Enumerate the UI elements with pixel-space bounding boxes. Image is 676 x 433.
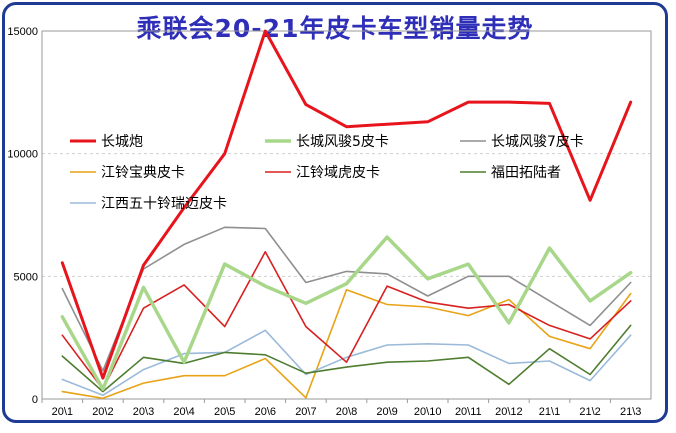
line-chart: 0 5000 10000 15000 20\1 20\2 20\3 20\4 20\5 20\6 2… [7,26,652,418]
x-tick-label: 20\6 [255,406,276,418]
series-line [61,288,632,400]
y-tick-label: 0 [32,394,38,406]
x-tick-label: 20\11 [455,406,482,418]
x-tick-label: 20\4 [173,406,194,418]
y-tick-label: 15000 [7,26,38,38]
series-line [60,235,633,391]
legend-label: 江铃宝典皮卡 [101,165,185,181]
x-tick-label: 21\1 [539,406,560,418]
series-line [60,29,633,380]
chart-frame: 乘联会20-21年皮卡车型销量走势 0 5000 10000 15000 20\1 20\… [2,2,668,423]
legend-label: 江西五十铃瑞迈皮卡 [101,196,227,212]
legend-label: 福田拓陆者 [491,165,561,181]
series-line [61,251,632,391]
x-tick-label: 21\2 [579,406,600,418]
series-line [61,324,632,393]
y-tick-label: 5000 [14,271,38,283]
legend-label: 长城风骏7皮卡 [491,134,584,150]
x-tick-label: 20\2 [92,406,113,418]
x-tick-label: 20\10 [414,406,442,418]
x-tick-label: 20\9 [376,406,397,418]
legend-label: 长城炮 [101,134,143,150]
legend-label: 长城风骏5皮卡 [296,134,389,150]
x-tick-label: 20\7 [295,406,316,418]
x-tick-label: 20\8 [336,406,357,418]
legend-label: 江铃域虎皮卡 [296,165,380,181]
series-line [61,226,632,372]
y-tick-label: 10000 [7,149,38,161]
x-tick-label: 21\3 [620,406,641,418]
x-tick-label: 20\1 [52,406,73,418]
plot-border [41,30,652,400]
series-line [61,329,632,397]
x-tick-label: 20\12 [495,406,523,418]
x-tick-label: 20\3 [133,406,154,418]
x-tick-label: 20\5 [214,406,235,418]
chart-title: 乘联会20-21年皮卡车型销量走势 [136,14,534,43]
